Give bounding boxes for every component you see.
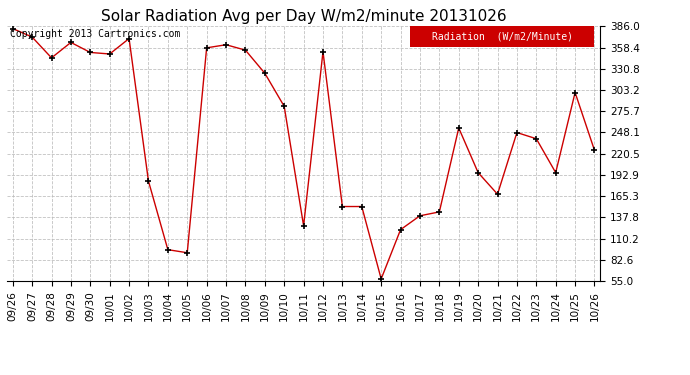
Text: Copyright 2013 Cartronics.com: Copyright 2013 Cartronics.com <box>10 29 180 39</box>
Title: Solar Radiation Avg per Day W/m2/minute 20131026: Solar Radiation Avg per Day W/m2/minute … <box>101 9 506 24</box>
